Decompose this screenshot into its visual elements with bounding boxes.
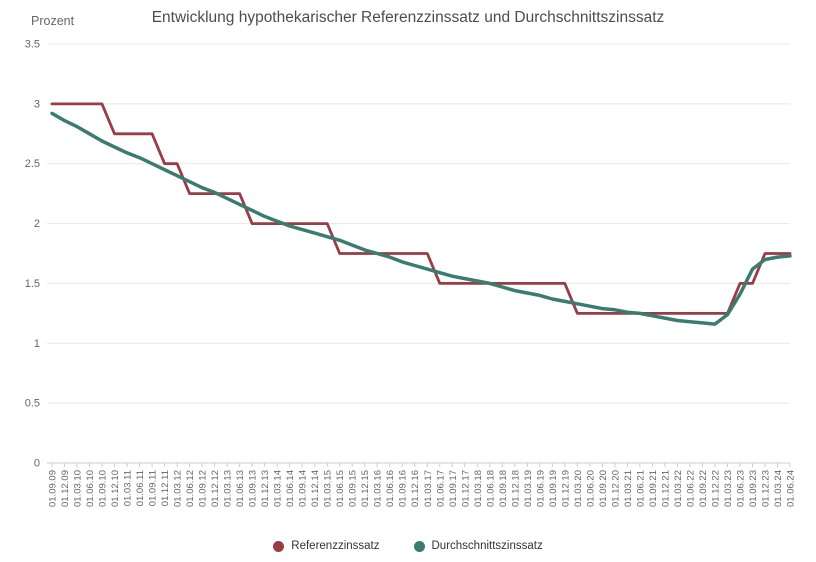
x-tick-label: 01.12.14 [310,470,321,507]
y-tick-label: 3 [34,98,40,110]
x-tick-label: 01.12.12 [210,470,221,507]
x-tick-label: 01.12.19 [560,470,571,507]
x-tick-label: 01.12.21 [660,470,671,507]
x-tick-label: 01.12.16 [410,470,421,507]
y-tick-label: 1.5 [25,278,40,290]
x-tick-label: 01.06.11 [135,470,146,506]
x-tick-label: 01.06.10 [85,470,96,507]
y-axis-title: Prozent [31,14,75,28]
x-tick-label: 01.03.14 [273,470,284,507]
x-tick-label: 01.09.23 [748,470,759,507]
y-tick-label: 0.5 [25,398,40,410]
y-tick-label: 3.5 [25,39,40,51]
x-tick-label: 01.06.23 [735,470,746,507]
x-tick-label: 01.09.14 [298,470,309,507]
x-tick-label: 01.06.22 [685,470,696,507]
legend-dot-referenzzinssatz-icon [273,540,285,552]
y-tick-label: 0 [34,458,40,470]
x-tick-label: 01.09.11 [148,470,159,506]
x-tick-label: 01.03.19 [523,470,534,507]
x-tick-label: 01.03.12 [173,470,184,507]
x-tick-label: 01.03.21 [623,470,634,507]
durchschnittszinssatz-line [50,111,792,326]
x-tick-label: 01.06.17 [435,470,446,507]
x-tick-label: 01.03.10 [73,470,84,507]
x-tick-label: 01.06.20 [585,470,596,507]
x-tick-label: 01.09.17 [448,470,459,507]
legend-label-durchschnittszinssatz: Durchschnittszinssatz [431,540,543,552]
y-tick-label: 1 [34,338,40,350]
x-tick-label: 01.06.15 [335,470,346,507]
x-tick-label: 01.09.19 [548,470,559,507]
x-tick-label: 01.09.10 [98,470,109,507]
x-tick-label: 01.06.18 [485,470,496,507]
x-tick-label: 01.03.18 [473,470,484,507]
x-tick-label: 01.03.20 [573,470,584,507]
x-tick-label: 01.03.23 [723,470,734,507]
x-tick-label: 01.09.16 [398,470,409,507]
legend-label-referenzzinssatz: Referenzzinssatz [291,540,380,552]
x-tick-label: 01.06.12 [185,470,196,507]
legend-item-durchschnittszinssatz[interactable]: Durchschnittszinssatz [413,540,543,552]
x-tick-label: 01.09.18 [498,470,509,507]
x-tick-label: 01.03.11 [123,470,134,506]
x-tick-label: 01.06.21 [635,470,646,507]
referenzzinssatz-line [50,102,792,315]
x-tick-label: 01.09.12 [198,470,209,507]
x-tick-label: 01.03.24 [773,470,784,507]
x-tick-label: 01.12.13 [260,470,271,507]
x-tick-label: 01.09.22 [698,470,709,507]
x-tick-label: 01.06.16 [385,470,396,507]
x-tick-label: 01.06.14 [285,470,296,507]
x-tick-label: 01.12.18 [510,470,521,507]
x-tick-label: 01.12.17 [460,470,471,507]
x-tick-label: 01.09.09 [48,470,59,507]
x-tick-label: 01.03.16 [373,470,384,507]
x-tick-label: 01.06.24 [786,470,797,507]
x-tick-label: 01.03.15 [323,470,334,507]
y-tick-label: 2.5 [25,158,40,170]
x-tick-label: 01.12.10 [110,470,121,507]
x-tick-label: 01.12.09 [60,470,71,507]
x-tick-label: 01.03.22 [673,470,684,507]
x-tick-label: 01.12.11 [160,470,171,506]
x-tick-label: 01.09.20 [598,470,609,507]
legend-item-referenzzinssatz[interactable]: Referenzzinssatz [273,540,380,552]
x-tick-label: 01.12.15 [360,470,371,507]
legend-dot-durchschnittszinssatz-icon [413,540,425,552]
y-tick-label: 2 [34,218,40,230]
x-tick-label: 01.12.22 [710,470,721,507]
x-tick-label: 01.06.19 [535,470,546,507]
x-tick-label: 01.03.17 [423,470,434,507]
x-tick-label: 01.09.15 [348,470,359,507]
x-tick-label: 01.06.13 [235,470,246,507]
chart-title: Entwicklung hypothekarischer Referenzzin… [151,9,665,26]
x-tick-label: 01.03.13 [223,470,234,507]
x-tick-label: 01.12.23 [760,470,771,507]
x-tick-label: 01.09.21 [648,470,659,507]
chart-legend: Referenzzinssatz Durchschnittszinssatz [0,540,816,552]
x-tick-label: 01.12.20 [610,470,621,507]
x-tick-label: 01.09.13 [248,470,259,507]
